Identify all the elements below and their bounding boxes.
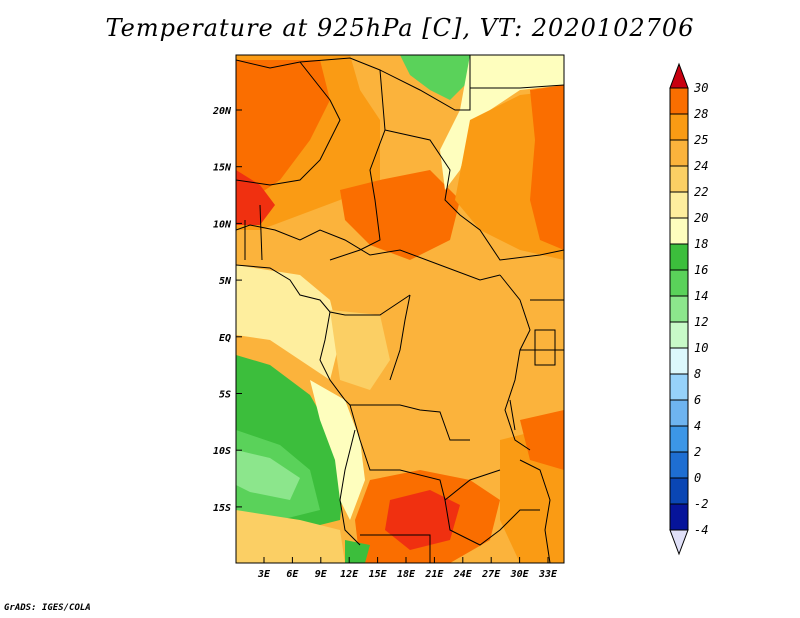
region-18-northeast bbox=[440, 55, 564, 190]
border-angola bbox=[349, 404, 501, 501]
colorbar-label: 25 bbox=[694, 133, 708, 147]
region-28-central bbox=[340, 170, 460, 260]
region-28-southeast bbox=[520, 410, 564, 470]
border-drc-west bbox=[389, 294, 411, 381]
region-16-north bbox=[400, 55, 470, 100]
colorbar-label: 24 bbox=[694, 159, 708, 173]
coast-angola bbox=[339, 429, 361, 546]
region-30-west bbox=[236, 170, 275, 225]
colorbar-label: 18 bbox=[694, 237, 708, 251]
longitude-axis: 3E 6E 9E 12E 15E 18E 21E 24E 27E 30E 33E bbox=[257, 557, 558, 580]
lat-label: 15N bbox=[213, 163, 232, 174]
colorbar-segment bbox=[669, 243, 689, 271]
colorbar-label: 2 bbox=[694, 445, 701, 459]
lon-label: 6E bbox=[286, 569, 299, 580]
lat-label: 10N bbox=[213, 219, 232, 230]
colorbar-segment bbox=[669, 451, 689, 479]
lat-label: EQ bbox=[219, 333, 231, 344]
colorbar-bottom-arrow bbox=[669, 529, 689, 556]
border-nigeria-benin bbox=[259, 204, 263, 261]
colorbar-segment bbox=[669, 269, 689, 297]
colorbar-segment bbox=[669, 477, 689, 505]
lat-label: 5N bbox=[219, 276, 232, 287]
lat-label: 10S bbox=[213, 446, 231, 457]
grads-credit: GrADS: IGES/COLA bbox=[4, 603, 91, 613]
region-22-southwest-coast bbox=[236, 510, 345, 563]
border-niger bbox=[236, 61, 341, 186]
lat-label: 5S bbox=[219, 390, 231, 401]
temperature-field bbox=[236, 55, 564, 563]
border-malawi bbox=[519, 459, 551, 563]
lon-label: 9E bbox=[315, 569, 328, 580]
colorbar-segment bbox=[669, 217, 689, 245]
lon-label: 24E bbox=[453, 569, 473, 580]
colorbar-label: 10 bbox=[694, 341, 708, 355]
border-namibia bbox=[360, 534, 431, 563]
colorbar-label: 22 bbox=[694, 185, 708, 199]
colorbar-segment bbox=[669, 425, 689, 453]
colorbar-segment bbox=[669, 347, 689, 375]
colorbar-label: 14 bbox=[694, 289, 708, 303]
country-borders bbox=[236, 55, 564, 563]
colorbar-label: 30 bbox=[693, 81, 708, 95]
lon-label: 15E bbox=[369, 569, 388, 580]
colorbar-segment bbox=[669, 191, 689, 219]
latitude-axis: 20N 15N 10N 5N EQ 5S 10S 15S bbox=[212, 106, 242, 514]
colorbar-label: 12 bbox=[694, 315, 708, 329]
colorbar-segment bbox=[669, 165, 689, 193]
lon-label: 12E bbox=[340, 569, 359, 580]
region-12-southwest bbox=[236, 450, 300, 500]
border-drc-east bbox=[499, 274, 531, 451]
colorbar-label: 0 bbox=[694, 471, 701, 485]
lake-tanganyika bbox=[509, 399, 516, 431]
colorbar-segment bbox=[669, 295, 689, 323]
colorbar-label: 20 bbox=[694, 211, 708, 225]
colorbar-segment bbox=[669, 321, 689, 349]
colorbar-segment bbox=[669, 87, 689, 115]
colorbar-label: 8 bbox=[694, 367, 701, 381]
colorbar-segment bbox=[669, 139, 689, 167]
colorbar-label: 28 bbox=[694, 107, 708, 121]
lon-label: 30E bbox=[510, 569, 530, 580]
border-sudan bbox=[384, 129, 564, 261]
region-22-congo bbox=[330, 310, 390, 390]
region-16-south-coast bbox=[345, 540, 370, 563]
lat-label: 20N bbox=[212, 106, 232, 117]
colorbar-segment bbox=[669, 503, 689, 531]
border-egypt-sudan bbox=[470, 84, 564, 89]
chart-title: Temperature at 925hPa [C], VT: 202010270… bbox=[105, 14, 695, 42]
colorbar-segment bbox=[669, 373, 689, 401]
lake-victoria bbox=[534, 329, 556, 366]
colorbar-label: 4 bbox=[694, 419, 701, 433]
colorbar-label: -4 bbox=[694, 523, 708, 537]
region-28-east bbox=[530, 85, 564, 250]
region-18-coast bbox=[310, 380, 365, 520]
map-frame bbox=[235, 54, 565, 564]
lat-label: 15S bbox=[213, 503, 231, 514]
colorbar-segment bbox=[669, 399, 689, 427]
lon-label: 33E bbox=[538, 569, 558, 580]
colorbar-top-arrow bbox=[669, 62, 689, 89]
border-car bbox=[236, 224, 501, 281]
lon-label: 3E bbox=[257, 569, 271, 580]
region-28-northwest bbox=[236, 60, 330, 210]
colorbar-segment bbox=[669, 113, 689, 141]
colorbar-label: -2 bbox=[694, 497, 708, 511]
border-zambia bbox=[444, 499, 540, 546]
lon-label: 18E bbox=[397, 569, 416, 580]
colorbar-label: 6 bbox=[694, 393, 701, 407]
border-cameroon bbox=[236, 264, 411, 316]
colorbar-label: 16 bbox=[694, 263, 708, 277]
lon-label: 27E bbox=[481, 569, 501, 580]
region-20-west-equator bbox=[236, 265, 340, 380]
lon-label: 21E bbox=[424, 569, 444, 580]
